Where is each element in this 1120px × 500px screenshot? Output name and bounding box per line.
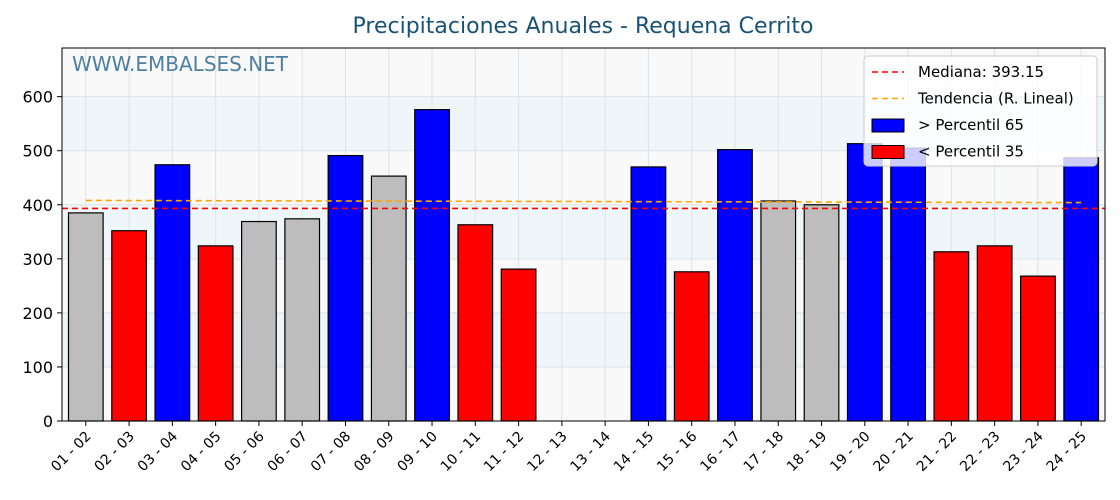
- bar-04-05: [197, 245, 234, 422]
- bar-07-08: [327, 154, 364, 422]
- x-tick-label: 20 - 21: [871, 429, 917, 475]
- bar-23-24: [1020, 275, 1056, 422]
- y-tick-label: 200: [22, 304, 53, 323]
- legend-median-label: Mediana: 393.15: [918, 63, 1044, 81]
- y-tick-label: 0: [43, 412, 53, 431]
- bar-08-09: [370, 175, 407, 422]
- bar-05-06: [241, 220, 277, 422]
- x-tick-label: 19 - 20: [827, 429, 873, 475]
- y-tick-label: 300: [22, 250, 53, 269]
- x-tick-label: 13 - 14: [568, 428, 614, 474]
- bar-18-19: [803, 204, 840, 422]
- legend-high-swatch: [871, 118, 905, 133]
- legend-trend-label: Tendencia (R. Lineal): [917, 90, 1074, 108]
- legend-low-swatch: [871, 145, 905, 159]
- x-tick-label: 11 - 12: [481, 429, 527, 475]
- legend: Mediana: 393.15 Tendencia (R. Lineal) > P…: [863, 55, 1098, 167]
- bar-19-20: [846, 143, 883, 422]
- plot-frame: [61, 47, 1106, 422]
- x-tick-label: 15 - 16: [654, 428, 700, 474]
- x-tick-label: 24 - 25: [1044, 429, 1090, 475]
- y-tick-label: 400: [22, 196, 53, 215]
- y-tick-label: 600: [22, 88, 53, 107]
- y-tick-label: 100: [22, 358, 53, 377]
- x-tick-label: 18 - 19: [784, 429, 830, 475]
- x-tick-label: 16 - 17: [697, 429, 743, 475]
- bar-06-07: [284, 218, 321, 422]
- bar-16-17: [717, 149, 753, 422]
- legend-box: [863, 55, 1098, 167]
- x-tick-label: 07 - 08: [308, 429, 354, 475]
- bar-14-15: [630, 166, 667, 422]
- bar-15-16: [673, 271, 710, 422]
- y-tick-label: 500: [22, 142, 53, 161]
- bar-09-10: [414, 109, 450, 422]
- x-tick-label: 14 - 15: [611, 429, 657, 475]
- x-tick-label: 02 - 03: [92, 429, 138, 475]
- x-tick-label: 10 - 11: [438, 429, 484, 475]
- bar-22-23: [976, 245, 1013, 422]
- watermark-text: WWW.EMBALSES.NET: [72, 52, 289, 76]
- legend-high-label: > Percentil 65: [918, 116, 1024, 134]
- x-tick-label: 23 - 24: [1000, 428, 1046, 474]
- bar-01-02: [67, 212, 104, 422]
- x-tick-label: 05 - 06: [221, 428, 267, 474]
- x-tick-label: 01 - 02: [48, 429, 94, 475]
- grid-band: [62, 204, 1105, 259]
- bar-20-21: [890, 147, 926, 422]
- trend-line: [85, 199, 1082, 204]
- bar-17-18: [760, 200, 797, 422]
- grid-band: [62, 312, 1105, 367]
- x-tick-label: 09 - 10: [394, 429, 440, 475]
- x-tick-label: 21 - 22: [914, 429, 960, 475]
- bar-11-12: [500, 268, 537, 422]
- chart-title: Precipitaciones Anuales - Requena Cerrit…: [353, 14, 814, 39]
- x-tick-label: 08 - 09: [351, 429, 397, 475]
- x-tick-label: 06 - 07: [265, 429, 311, 475]
- x-tick-label: 04 - 05: [178, 429, 224, 475]
- bar-24-25: [1063, 157, 1100, 422]
- x-tick-label: 03 - 04: [135, 428, 181, 474]
- x-tick-label: 17 - 18: [741, 429, 787, 475]
- x-tick-label: 22 - 23: [957, 429, 1003, 475]
- legend-low-label: < Percentil 35: [918, 143, 1024, 161]
- bar-03-04: [154, 164, 191, 422]
- bar-21-22: [933, 251, 970, 422]
- bar-02-03: [111, 230, 147, 422]
- x-tick-label: 12 - 13: [524, 429, 570, 475]
- bar-10-11: [457, 224, 494, 422]
